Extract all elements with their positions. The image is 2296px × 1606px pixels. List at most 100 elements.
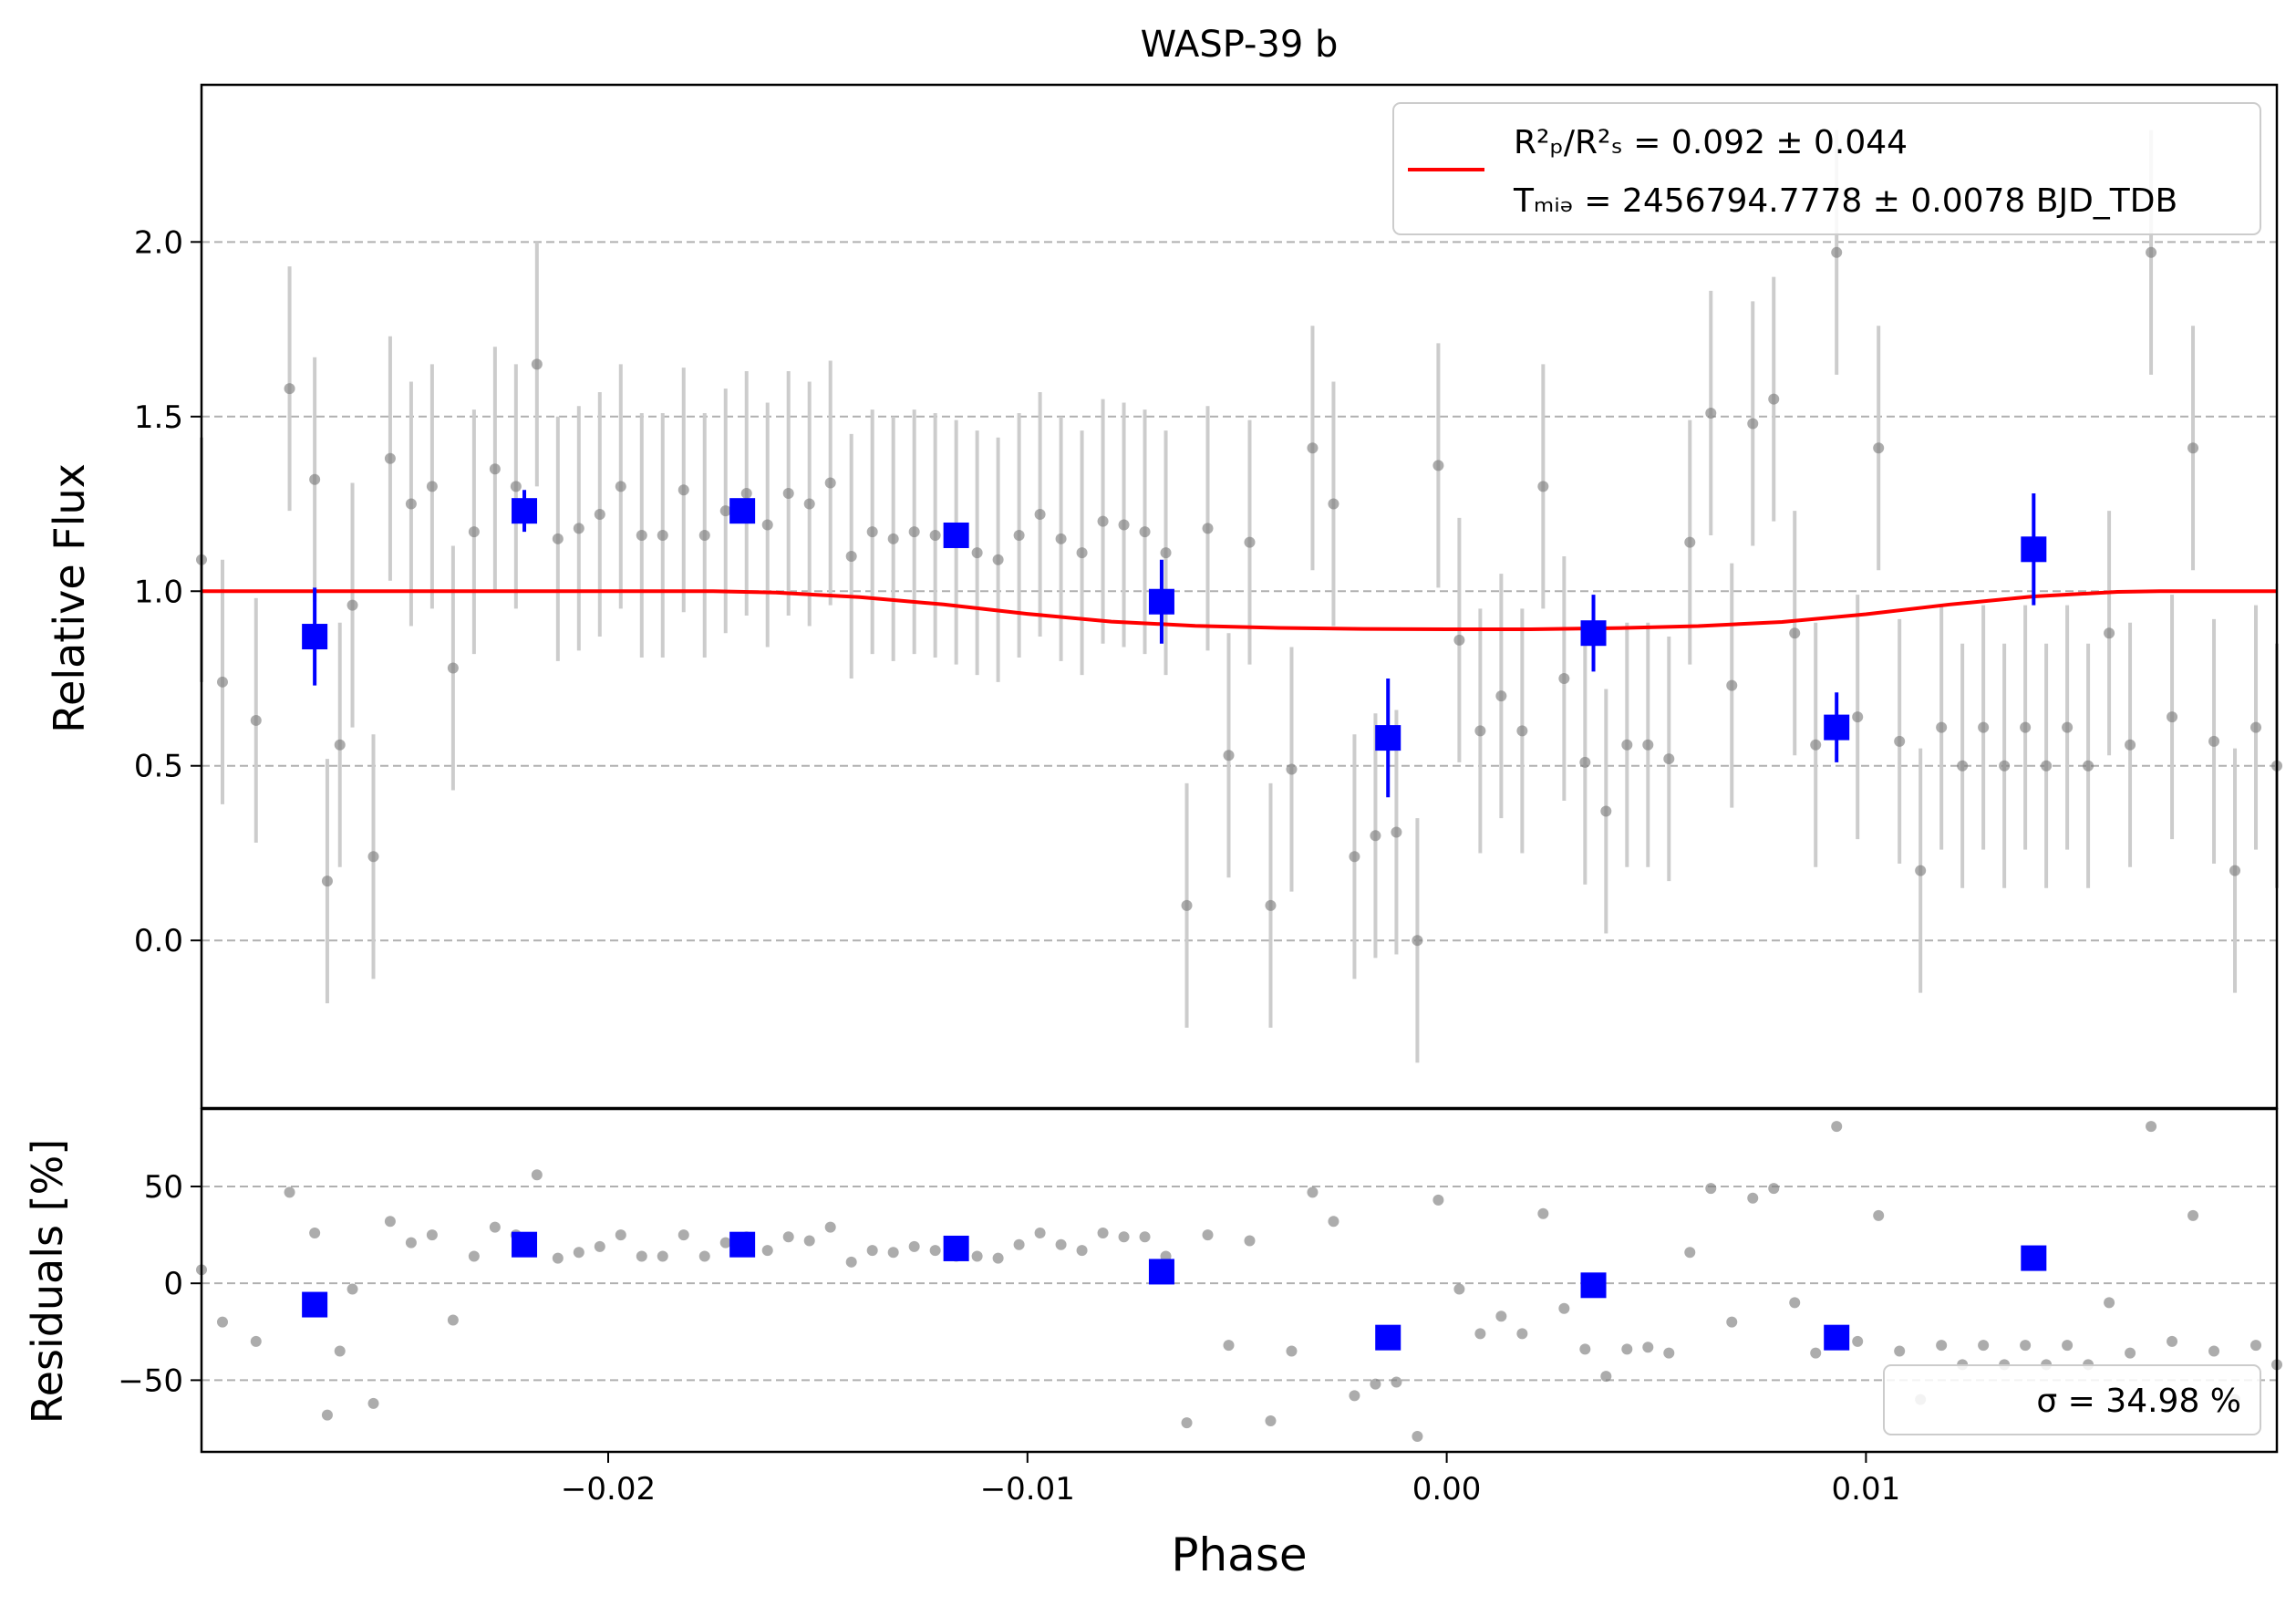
- raw-flux-point: [1642, 739, 1654, 751]
- raw-flux-point: [2020, 721, 2032, 733]
- raw-flux-point: [1873, 442, 1885, 454]
- raw-flux-point: [657, 529, 668, 541]
- legend-tmid-label: Tₘᵢₔ = 2456794.7778 ± 0.0078 BJD_TDB: [1513, 182, 2177, 220]
- raw-flux-point: [2041, 760, 2053, 772]
- raw-flux-point: [1810, 739, 1822, 751]
- raw-residual-point: [1873, 1209, 1885, 1221]
- raw-flux-point: [321, 876, 333, 887]
- raw-residual-point: [284, 1186, 295, 1198]
- raw-flux-point: [1495, 690, 1507, 702]
- raw-flux-point: [2104, 627, 2115, 639]
- raw-flux-point: [1370, 830, 1381, 842]
- binned-flux-point: [302, 624, 328, 650]
- raw-flux-point: [1537, 481, 1549, 492]
- binned-residual-point: [1375, 1324, 1401, 1351]
- raw-residual-point: [1097, 1227, 1109, 1238]
- raw-flux-point: [615, 481, 626, 492]
- flux-panel: 0.0 0.5 1.0 1.5 2.0 R²ₚ/R²ₛ = 0.092 ± 0.044 …: [45, 83, 2282, 1110]
- raw-flux-point: [845, 550, 857, 562]
- raw-residual-point: [1600, 1371, 1612, 1383]
- raw-flux-point: [971, 547, 983, 559]
- raw-flux-point: [1831, 246, 1843, 258]
- binned-flux-point: [1580, 620, 1607, 647]
- raw-flux-point: [1600, 805, 1612, 817]
- raw-flux-point: [1936, 721, 1948, 733]
- residuals-panel: −50 0 50 σ = 34.98 % Residuals [%]: [23, 1107, 2282, 1454]
- raw-flux-point: [698, 529, 710, 541]
- raw-flux-point: [2208, 735, 2220, 747]
- raw-residual-point: [1412, 1431, 1423, 1443]
- binned-flux-point: [729, 498, 756, 524]
- raw-flux-point: [1621, 739, 1633, 751]
- raw-flux-point: [1999, 760, 2011, 772]
- raw-flux-point: [1097, 515, 1109, 527]
- binned-residual-point: [2021, 1245, 2047, 1271]
- raw-flux-point: [1579, 756, 1591, 768]
- phase-tick-label: −0.02: [561, 1471, 656, 1508]
- raw-residual-point: [2167, 1335, 2178, 1347]
- flux-ytick-label: 1.5: [134, 399, 183, 436]
- raw-residual-point: [1495, 1311, 1507, 1322]
- raw-residual-point: [573, 1247, 584, 1259]
- transit-model-line: [202, 589, 2277, 631]
- raw-flux-point: [250, 714, 262, 726]
- raw-residual-point: [346, 1283, 358, 1295]
- raw-flux-point: [782, 488, 794, 500]
- flux-ytick-label: 0.0: [134, 923, 183, 959]
- raw-flux-point: [426, 481, 438, 492]
- raw-residual-point: [1034, 1227, 1046, 1238]
- raw-residual-point: [309, 1227, 321, 1238]
- raw-residual-point: [321, 1409, 333, 1421]
- raw-residual-point: [782, 1231, 794, 1243]
- raw-residual-point: [468, 1250, 480, 1262]
- raw-residual-point: [1894, 1345, 1906, 1357]
- raw-flux-point: [1076, 547, 1088, 559]
- flux-axis-label: Relative Flux: [45, 463, 94, 733]
- binned-flux-point: [1148, 588, 1174, 615]
- raw-residual-point: [2125, 1347, 2136, 1359]
- raw-residual-point: [761, 1245, 773, 1257]
- raw-flux-point: [1852, 711, 1864, 723]
- raw-residual-point: [1370, 1378, 1381, 1390]
- flux-legend-box: [1392, 102, 2261, 235]
- raw-flux-point: [677, 484, 689, 496]
- raw-flux-point: [367, 851, 379, 863]
- legend-rp-rs-label: R²ₚ/R²ₛ = 0.092 ± 0.044: [1514, 124, 1908, 161]
- raw-residual-point: [1055, 1238, 1067, 1250]
- raw-flux-point: [1139, 526, 1151, 538]
- raw-flux-point: [1265, 899, 1277, 911]
- binned-residual-point: [1580, 1272, 1607, 1299]
- phase-axis-label: Phase: [1171, 1528, 1307, 1581]
- binned-residual-point: [512, 1231, 538, 1258]
- raw-flux-point: [309, 473, 321, 485]
- raw-flux-point: [1307, 442, 1319, 454]
- binned-residual-point: [1148, 1259, 1174, 1285]
- raw-flux-point: [761, 519, 773, 531]
- raw-flux-point: [573, 523, 584, 534]
- binned-flux-point: [2021, 536, 2047, 563]
- raw-flux-point: [1244, 536, 1256, 548]
- raw-residual-point: [971, 1250, 983, 1262]
- raw-flux-point: [1412, 935, 1423, 947]
- residual-axes: −50 0 50: [118, 1107, 2279, 1454]
- raw-residual-point: [1558, 1302, 1570, 1314]
- raw-residual-point: [2208, 1345, 2220, 1357]
- raw-residual-point: [426, 1229, 438, 1241]
- raw-flux-point: [1768, 393, 1780, 405]
- raw-flux-point: [992, 554, 1004, 565]
- raw-flux-point: [1957, 760, 1969, 772]
- raw-flux-point: [719, 505, 731, 517]
- flux-ytick-label: 1.0: [134, 574, 183, 610]
- raw-flux-point: [447, 662, 459, 674]
- binned-residual-points: [302, 1231, 2047, 1351]
- raw-residual-point: [824, 1221, 836, 1233]
- raw-residual-point: [719, 1237, 731, 1249]
- raw-flux-point: [1055, 533, 1067, 544]
- residual-ytick-label: −50: [118, 1363, 183, 1399]
- raw-flux-point: [405, 498, 417, 510]
- raw-flux-point: [594, 509, 605, 521]
- raw-residual-point: [2187, 1209, 2199, 1221]
- raw-flux-points: [196, 130, 2282, 1063]
- raw-flux-point: [1181, 899, 1193, 911]
- raw-flux-point: [510, 481, 522, 492]
